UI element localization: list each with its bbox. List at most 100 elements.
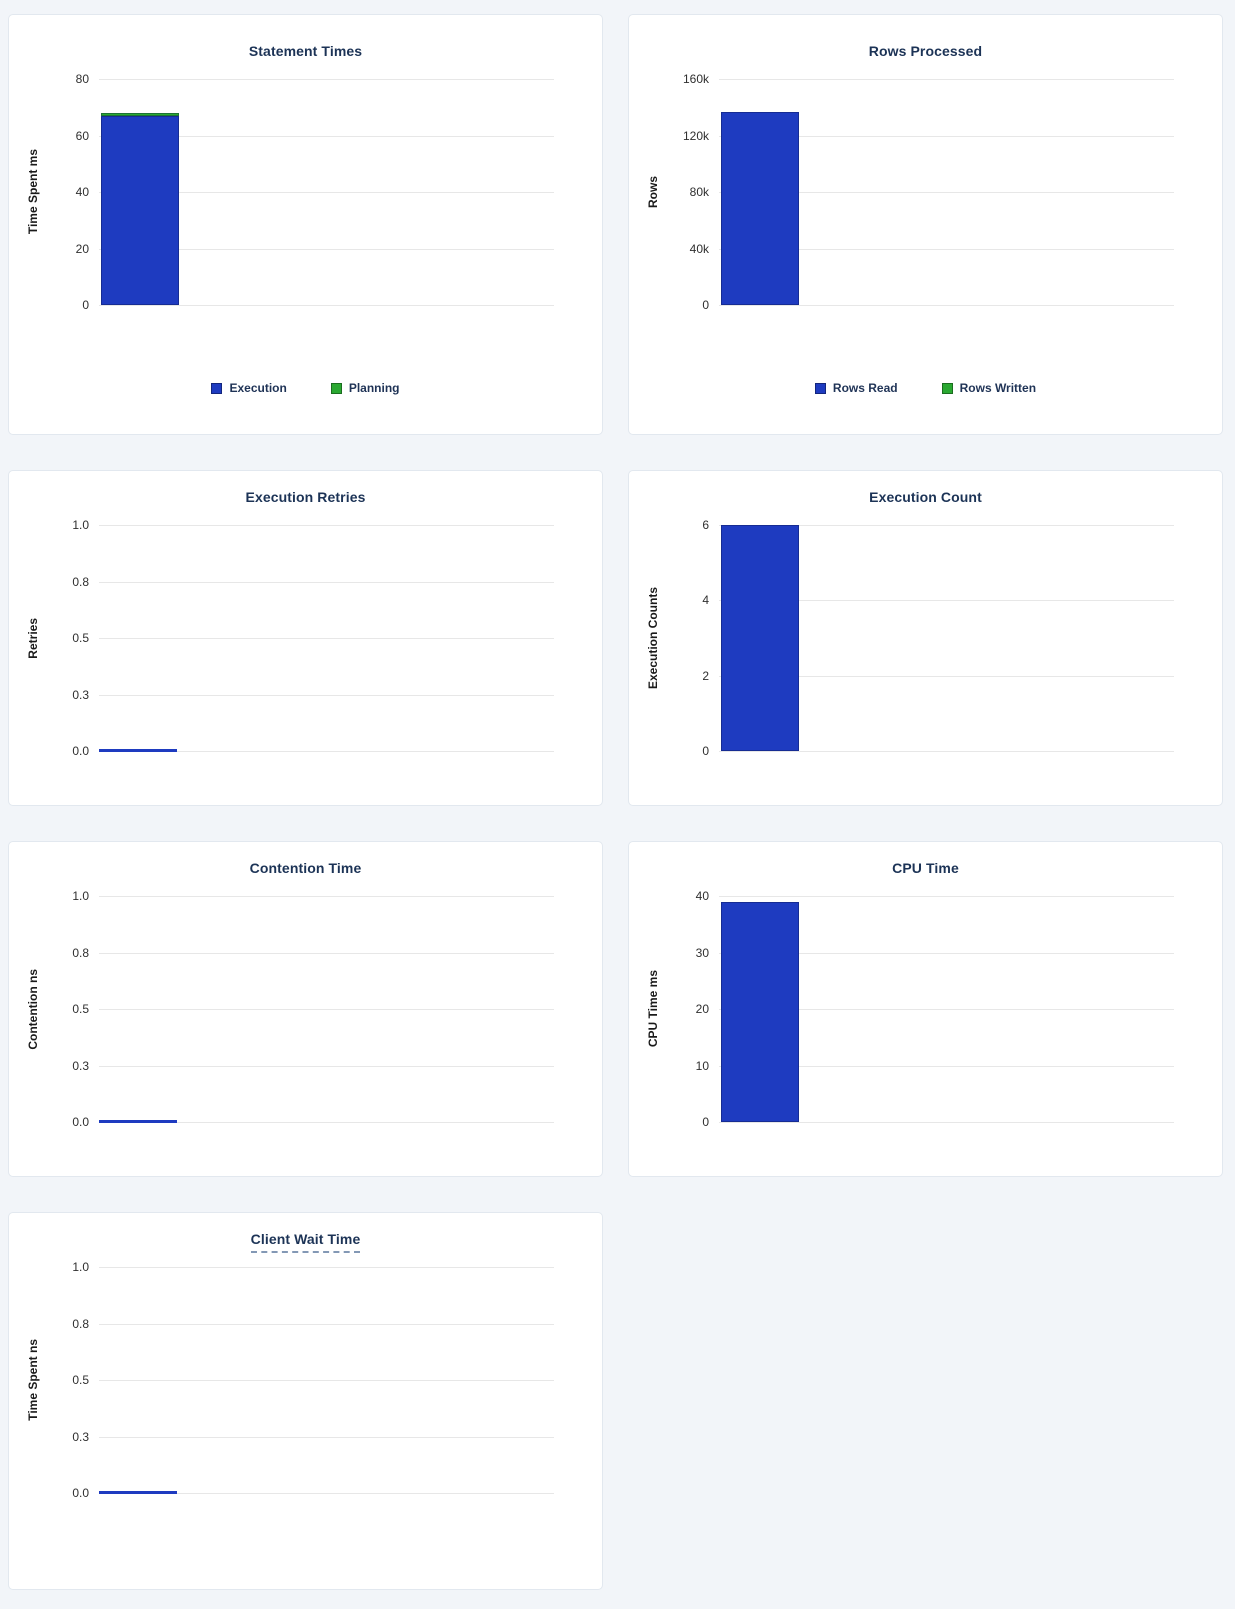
bar-segment-execution-count — [721, 525, 799, 751]
y-tick-label: 1.0 — [72, 889, 89, 903]
legend-label: Execution — [229, 381, 287, 395]
gridline — [99, 581, 554, 583]
y-tick-label: 10 — [695, 1058, 709, 1073]
gridline — [719, 952, 1174, 954]
gridline — [719, 896, 1174, 897]
chart-card-contention-time: Contention Time Contention ns 1.0 0.8 0.5 0.3… — [8, 841, 603, 1177]
y-axis-label-column: Retries — [9, 525, 57, 751]
y-tick-label: 0 — [702, 1115, 709, 1129]
gridline — [719, 1122, 1174, 1123]
y-axis-ticks: 1.0 0.8 0.5 0.3 0.0 — [57, 889, 99, 1129]
gridline — [719, 600, 1174, 602]
y-axis-label: Execution Counts — [646, 586, 660, 689]
y-tick-label: 0 — [82, 298, 89, 312]
gridline — [719, 1009, 1174, 1010]
y-axis-label: Retries — [26, 617, 40, 659]
legend-swatch-icon — [330, 382, 342, 394]
y-axis-ticks: 6 4 2 0 — [677, 518, 719, 758]
y-axis-ticks: 1.0 0.8 0.5 0.3 0.0 — [57, 1260, 99, 1500]
y-tick-label: 0.5 — [72, 1002, 89, 1016]
legend-label: Rows Written — [959, 381, 1037, 395]
bar-rows-processed[interactable] — [721, 79, 799, 305]
gridline — [719, 525, 1174, 526]
legend-swatch-icon — [814, 382, 826, 394]
y-tick-label: 6 — [702, 518, 709, 532]
legend-label: Rows Read — [832, 381, 898, 395]
y-tick-label: 20 — [75, 241, 89, 256]
chart-card-rows-processed: Rows Processed Rows 160k 120k 80k 40k 0 Rows Re… — [628, 14, 1223, 435]
bar-cpu-time[interactable] — [721, 896, 799, 1122]
y-tick-label: 0.5 — [72, 631, 89, 645]
y-axis-ticks: 80 60 40 20 0 — [57, 72, 99, 312]
y-axis-label: Contention ns — [26, 968, 40, 1050]
y-axis-label: CPU Time ms — [646, 970, 660, 1048]
gridline — [99, 751, 554, 752]
gridline — [99, 525, 554, 526]
legend-item-planning: Planning — [330, 381, 400, 395]
y-tick-label: 0.8 — [72, 574, 89, 589]
y-axis-label-column: CPU Time ms — [629, 896, 677, 1122]
gridline — [99, 248, 554, 250]
y-axis-label-column: Contention ns — [9, 896, 57, 1122]
y-tick-label: 80k — [689, 185, 709, 199]
gridline — [99, 896, 554, 897]
plot-area — [99, 79, 554, 306]
zero-value-bar-client-wait-time[interactable] — [99, 1491, 177, 1494]
y-axis-ticks: 1.0 0.8 0.5 0.3 0.0 — [57, 518, 99, 758]
chart-body: Rows 160k 120k 80k 40k 0 — [629, 72, 1174, 312]
legend-swatch-icon — [211, 382, 223, 394]
chart-title-row: Execution Count — [629, 489, 1222, 507]
y-axis-label-column: Time Spent ns — [9, 1267, 57, 1493]
plot-area — [99, 1267, 554, 1494]
y-tick-label: 120k — [682, 128, 709, 143]
chart-body: Execution Counts 6 4 2 0 — [629, 518, 1174, 758]
chart-body: Contention ns 1.0 0.8 0.5 0.3 0.0 — [9, 889, 554, 1129]
gridline — [719, 192, 1174, 193]
chart-body: Time Spent ns 1.0 0.8 0.5 0.3 0.0 — [9, 1260, 554, 1500]
y-axis-label-column: Rows — [629, 79, 677, 305]
chart-title-execution-count: Execution Count — [869, 489, 982, 505]
chart-title-row: Statement Times — [9, 43, 602, 61]
bar-statement-times[interactable] — [101, 79, 179, 305]
plot-area — [719, 525, 1174, 752]
gridline — [99, 1380, 554, 1381]
y-tick-label: 40 — [695, 889, 709, 903]
y-axis-label-column: Time Spent ms — [9, 79, 57, 305]
gridline — [719, 675, 1174, 677]
gridline — [99, 1267, 554, 1268]
y-axis-ticks: 160k 120k 80k 40k 0 — [677, 72, 719, 312]
zero-value-bar-contention-time[interactable] — [99, 1120, 177, 1123]
chart-title-row: Rows Processed — [629, 43, 1222, 61]
gridline — [99, 694, 554, 696]
plot-area — [719, 896, 1174, 1123]
chart-legend: Rows Read Rows Written — [629, 381, 1222, 395]
gridline — [719, 79, 1174, 80]
gridline — [719, 751, 1174, 752]
y-tick-label: 0.5 — [72, 1373, 89, 1387]
legend-item-execution: Execution — [211, 381, 287, 395]
bar-segment-rows-read — [721, 111, 799, 305]
zero-value-bar-execution-retries[interactable] — [99, 749, 177, 752]
y-axis-label: Rows — [646, 175, 660, 208]
bar-segment-execution — [101, 115, 179, 305]
y-tick-label: 0 — [702, 744, 709, 758]
chart-title-contention-time: Contention Time — [249, 860, 362, 876]
chart-title-client-wait-time[interactable]: Client Wait Time — [250, 1231, 361, 1253]
y-tick-label: 0 — [702, 298, 709, 312]
gridline — [99, 638, 554, 639]
y-axis-label-column: Execution Counts — [629, 525, 677, 751]
bar-execution-count[interactable] — [721, 525, 799, 751]
y-tick-label: 0.3 — [72, 687, 89, 702]
y-tick-label: 0.3 — [72, 1058, 89, 1073]
chart-body: Retries 1.0 0.8 0.5 0.3 0.0 — [9, 518, 554, 758]
gridline — [99, 192, 554, 193]
y-tick-label: 40k — [689, 241, 709, 256]
bar-segment-planning — [101, 112, 179, 116]
y-tick-label: 30 — [695, 945, 709, 960]
y-tick-label: 40 — [75, 185, 89, 199]
gridline — [99, 1436, 554, 1438]
gridline — [99, 1493, 554, 1494]
gridline — [99, 952, 554, 954]
chart-title-row: Client Wait Time — [9, 1231, 602, 1253]
